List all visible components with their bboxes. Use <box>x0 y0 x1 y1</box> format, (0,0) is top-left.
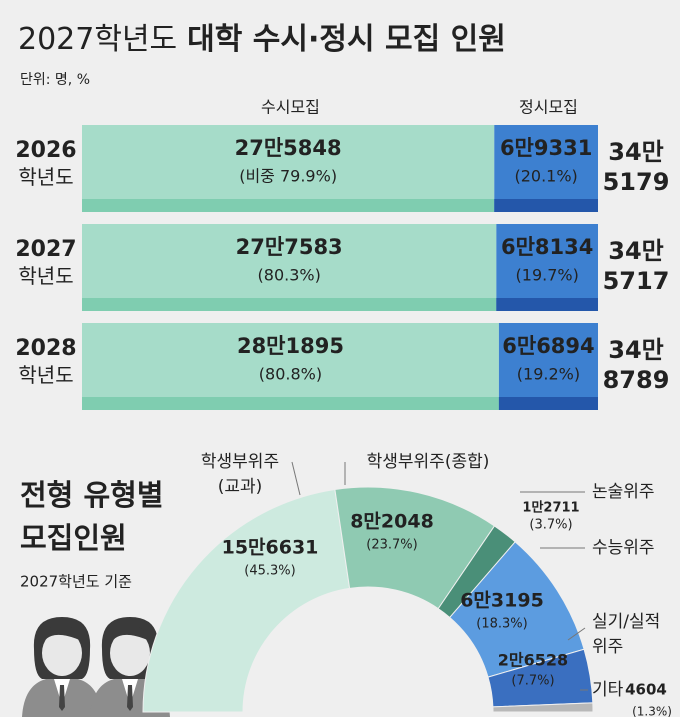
share-label: (45.3%) <box>244 564 295 579</box>
category-label: 수능위주 <box>592 538 655 558</box>
donut-slice <box>142 488 351 713</box>
total-label: 34만 5717 <box>603 237 670 295</box>
share-label: (20.1%) <box>514 167 577 186</box>
share-label: (비중 79.9%) <box>239 167 337 186</box>
bar-stripe <box>82 199 495 212</box>
category-label: 논술위주 <box>592 482 655 502</box>
count-label: 27만5848 <box>235 136 342 160</box>
year-label: 2027 학년도 <box>15 237 76 288</box>
bar-segment <box>82 125 495 212</box>
count-label: 6만3195 <box>460 590 544 612</box>
bar-segment <box>82 323 499 410</box>
count-label: 6만9331 <box>500 136 592 160</box>
bar-segment <box>82 224 497 311</box>
legend-header: 수시모집 <box>261 98 320 117</box>
leader-line <box>567 627 586 641</box>
category-label: 학생부위주 (교과) <box>201 452 279 497</box>
year-label: 2028 학년도 <box>15 336 76 387</box>
bar-segment <box>498 323 598 410</box>
count-label: 15만6631 <box>222 537 319 559</box>
share-label: (23.7%) <box>366 538 417 553</box>
share-label: (3.7%) <box>529 518 572 533</box>
year-label: 2026 학년도 <box>15 138 76 189</box>
bar-stripe <box>82 298 497 311</box>
total-label: 34만 5179 <box>603 138 670 196</box>
share-label: (1.3%) <box>632 705 672 717</box>
share-label: (19.2%) <box>517 365 580 384</box>
share-label: (18.3%) <box>476 617 527 632</box>
bar-stripe <box>498 397 598 410</box>
bar-stripe <box>496 298 598 311</box>
share-label: (80.3%) <box>258 266 321 285</box>
share-label: (7.7%) <box>511 674 554 689</box>
share-label: (80.8%) <box>259 365 322 384</box>
bar-stripe <box>82 397 499 410</box>
section-title: 전형 유형별 모집인원 <box>20 478 164 555</box>
count-label: 2만6528 <box>498 651 568 670</box>
bar-segment <box>494 125 598 212</box>
section-subtitle: 2027학년도 기준 <box>20 573 132 591</box>
title-bold: 대학 수시·정시 모집 인원 <box>187 22 506 57</box>
count-label: 1만2711 <box>522 500 579 516</box>
donut-slice <box>492 702 594 713</box>
category-label: 학생부위주(종합) <box>367 452 490 472</box>
count-label: 6만8134 <box>501 235 593 259</box>
share-label: (19.7%) <box>516 266 579 285</box>
category-label: 실기/실적 위주 <box>592 612 660 657</box>
unit: 단위: 명, % <box>20 72 90 88</box>
total-label: 34만 8789 <box>603 336 670 394</box>
bar-segment <box>496 224 598 311</box>
legend-header: 정시모집 <box>519 98 578 117</box>
count-label: 4604 <box>625 681 667 699</box>
count-label: 6만6894 <box>502 334 594 358</box>
category-label: 기타 <box>592 680 624 700</box>
count-label: 27만7583 <box>236 235 343 259</box>
count-label: 8만2048 <box>350 511 434 533</box>
title-light: 2027학년도 <box>18 22 177 57</box>
leader-line <box>291 461 301 496</box>
bar-stripe <box>494 199 598 212</box>
title: 2027학년도 대학 수시·정시 모집 인원 <box>18 22 506 57</box>
count-label: 28만1895 <box>237 334 344 358</box>
